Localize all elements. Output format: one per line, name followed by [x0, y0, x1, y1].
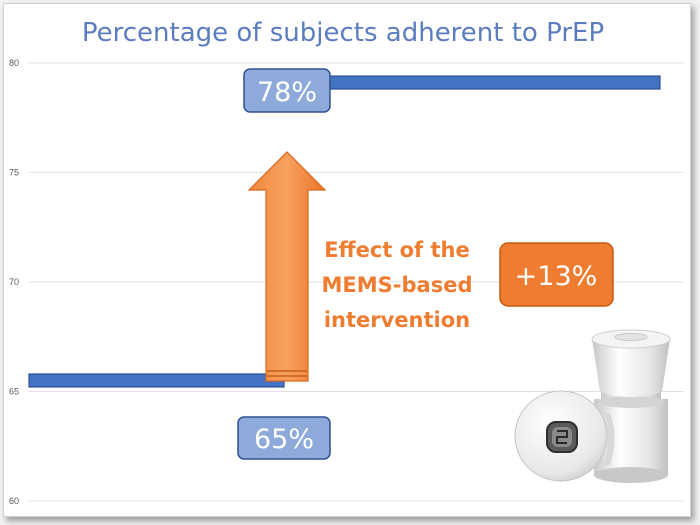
effect-arrow: [247, 151, 327, 382]
chart-canvas: Percentage of subjects adherent to PrEP …: [9, 18, 684, 506]
before-label: 65%: [254, 424, 314, 455]
delta-label: +13%: [515, 261, 598, 292]
after-label: 78%: [257, 77, 317, 108]
effect-line-3: intervention: [324, 308, 470, 332]
effect-description: Effect of the MEMS-based intervention: [322, 238, 473, 332]
chart-frame: Percentage of subjects adherent to PrEP …: [3, 3, 691, 517]
y-tick-label: 65: [9, 386, 19, 396]
effect-line-2: MEMS-based: [322, 273, 473, 297]
y-tick-label: 80: [9, 58, 19, 68]
bar-after: [287, 75, 661, 90]
bar-before: [28, 373, 285, 388]
y-tick-label: 60: [9, 496, 19, 506]
effect-line-1: Effect of the: [324, 238, 470, 262]
y-axis: 60 65 70 75 80: [9, 58, 19, 506]
y-tick-label: 75: [9, 167, 19, 177]
y-tick-label: 70: [9, 277, 19, 287]
mems-pill-bottle-icon: [514, 329, 671, 483]
after-callout: 78%: [243, 68, 331, 113]
bars: [28, 75, 661, 388]
delta-callout: +13%: [499, 242, 614, 307]
before-callout: 65%: [237, 416, 331, 460]
grid: [28, 62, 684, 502]
chart-title: Percentage of subjects adherent to PrEP: [82, 18, 604, 48]
